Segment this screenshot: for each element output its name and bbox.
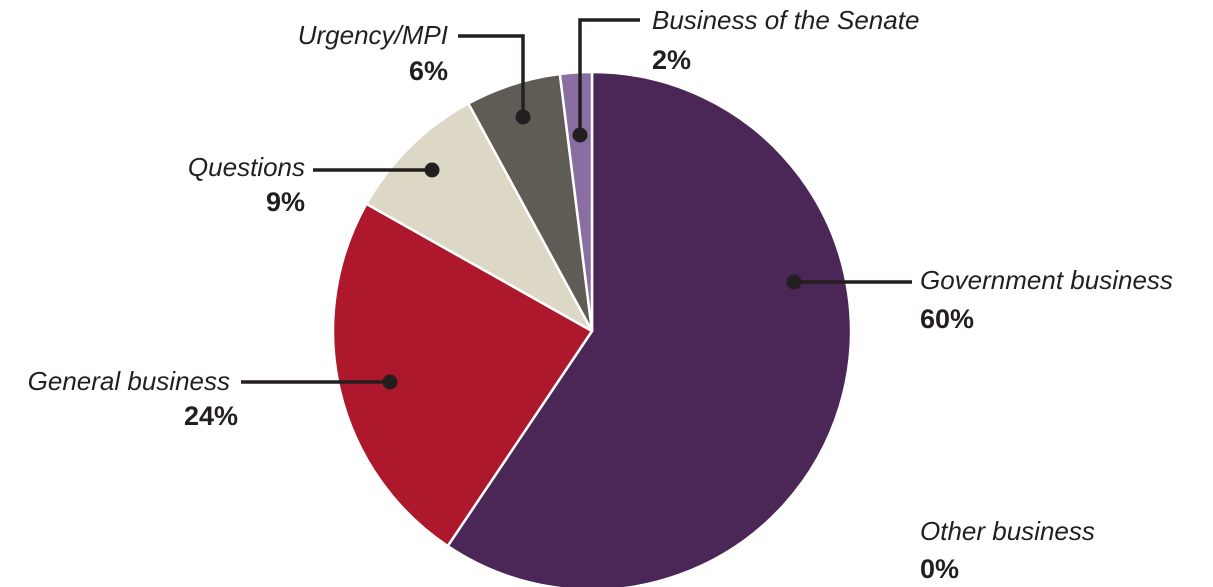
leader-dot-general-business (382, 374, 398, 390)
slice-questions (365, 102, 594, 333)
value-other-business: 0% (920, 554, 959, 584)
label-urgency-mpi: Urgency/MPI (298, 20, 448, 50)
label-general-business: General business (28, 366, 230, 396)
value-questions: 9% (266, 187, 305, 217)
pie-slices (331, 70, 853, 587)
leader-line-business-of-the-senate (578, 18, 640, 135)
value-business-of-the-senate: 2% (652, 45, 691, 75)
value-general-business: 24% (184, 401, 238, 431)
leader-lines (241, 18, 912, 390)
value-urgency-mpi: 6% (409, 56, 448, 86)
slice-labels: Government business 60% Other business 0… (28, 5, 1173, 584)
leader-dot-business-of-the-senate (572, 127, 588, 143)
label-other-business: Other business (920, 516, 1095, 546)
leader-dot-questions (424, 162, 440, 178)
label-business-of-the-senate: Business of the Senate (652, 5, 919, 35)
label-questions: Questions (188, 152, 305, 182)
leader-dot-government-business (786, 274, 802, 290)
value-government-business: 60% (920, 304, 974, 334)
leader-dot-urgency-mpi (515, 109, 531, 125)
slice-government-business (446, 70, 853, 587)
leader-line-urgency-mpi (458, 34, 525, 117)
slice-general-business (331, 202, 594, 548)
label-government-business: Government business (920, 265, 1173, 295)
